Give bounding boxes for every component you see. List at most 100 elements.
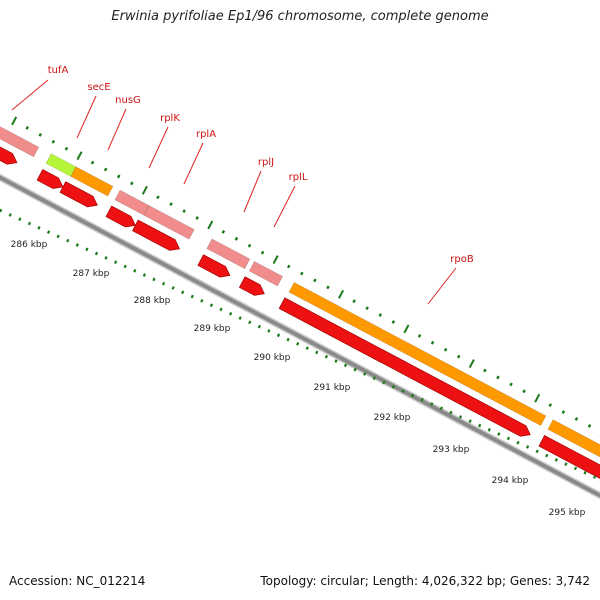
scale-tick: [439, 406, 443, 411]
scale-tick: [171, 286, 175, 290]
cds-arrow-rpoB: [278, 297, 531, 437]
leader-line-secE: [76, 95, 97, 139]
scale-tick: [458, 415, 463, 419]
scale-tick: [200, 299, 204, 303]
scale-tick: [209, 303, 214, 307]
outer-tick: [468, 359, 475, 369]
outer-tick: [430, 340, 435, 345]
gene-rpoC: [547, 419, 600, 458]
scale-label-294-kbp: 294 kbp: [492, 476, 529, 486]
scale-tick: [411, 393, 415, 398]
scale-tick: [66, 238, 70, 243]
gene-label-rplL: rplL: [289, 172, 308, 183]
cds-arrow-nusG: [59, 181, 98, 208]
outer-tick: [260, 250, 265, 255]
scale-tick: [46, 230, 51, 234]
label-layer: tufA secE nusG rplK rplA rplJ rplL rpoB: [11, 65, 474, 305]
scale-tick: [0, 208, 3, 213]
scale-tick: [391, 384, 396, 389]
outer-tick: [313, 278, 317, 283]
scale-label-293-kbp: 293 kbp: [433, 445, 470, 455]
outer-tick: [496, 375, 500, 380]
scale-tick: [334, 359, 338, 363]
outer-tick: [221, 229, 226, 234]
scale-tick: [401, 389, 405, 393]
scale-label-289-kbp: 289 kbp: [194, 324, 231, 334]
outer-tick: [403, 324, 410, 334]
scale-tick: [343, 363, 348, 368]
outer-tick: [182, 209, 186, 213]
scale-tick: [525, 445, 530, 449]
outer-tick: [522, 389, 526, 394]
outer-tick: [352, 299, 356, 304]
scale-tick: [468, 419, 472, 424]
outer-tick: [141, 185, 148, 195]
scale-tick: [353, 367, 357, 372]
outer-tick: [391, 320, 396, 324]
scale-tick: [133, 268, 137, 273]
outer-tick: [195, 216, 199, 220]
outer-tick: [456, 354, 461, 359]
scale-tick: [545, 453, 549, 458]
leader-line-tufA: [11, 79, 49, 111]
scale-label-288-kbp: 288 kbp: [134, 296, 171, 306]
outer-tick: [116, 174, 121, 179]
outer-tick: [326, 285, 330, 290]
scale-tick: [506, 436, 511, 441]
map-title: Erwinia pyrifoliae Ep1/96 chromosome, co…: [111, 9, 489, 24]
cds-arrow-rpoC: [538, 435, 600, 479]
scale-tick: [573, 466, 578, 471]
outer-tick: [51, 139, 56, 144]
outer-tick: [207, 220, 214, 230]
scale-tick: [85, 247, 89, 252]
scale-tick: [56, 234, 60, 239]
gene-secE: [45, 153, 77, 177]
outer-tick: [443, 347, 448, 352]
scale-tick: [8, 213, 12, 217]
gene-label-rplA: rplA: [196, 129, 216, 140]
scale-tick: [487, 427, 491, 432]
gene-label-rpoB: rpoB: [450, 254, 474, 265]
scale-tick: [114, 260, 118, 265]
gene-rplL: [248, 260, 284, 287]
scale-label-295-kbp: 295 kbp: [549, 508, 586, 518]
backbone-line: [0, 175, 600, 498]
outer-tick: [300, 271, 304, 276]
gene-label-rplJ: rplJ: [258, 157, 274, 168]
feature-layer: [0, 116, 600, 500]
scale-tick: [276, 333, 281, 338]
scale-tick: [296, 342, 300, 346]
leader-line-rplA: [183, 142, 204, 185]
cds-arrow-rplK: [105, 205, 136, 228]
scale-tick: [430, 402, 434, 406]
gene-rplA: [143, 205, 195, 240]
scale-layer: 286 kbp 287 kbp 288 kbp 289 kbp 290 kbp 291 k…: [0, 208, 597, 518]
scale-tick: [104, 256, 108, 260]
scale-tick: [420, 397, 424, 402]
outer-tick: [548, 403, 553, 408]
leader-line-rplL: [273, 185, 296, 228]
gene-label-secE: secE: [87, 82, 110, 93]
cds-arrow-tufA: [0, 146, 18, 165]
scale-label-287-kbp: 287 kbp: [73, 269, 110, 279]
scale-tick: [152, 277, 156, 282]
scale-tick: [238, 316, 242, 320]
scale-tick: [286, 337, 290, 342]
outer-tick: [534, 393, 541, 403]
scale-tick: [181, 290, 185, 295]
scale-tick: [372, 376, 376, 381]
outer-tick: [38, 132, 43, 137]
scale-tick: [363, 372, 367, 376]
gene-label-rplK: rplK: [160, 113, 180, 124]
cds-arrow-rplL: [238, 276, 265, 296]
scale-tick: [27, 221, 32, 226]
scale-tick: [497, 432, 501, 436]
scale-label-291-kbp: 291 kbp: [314, 383, 351, 393]
scale-tick: [267, 329, 271, 333]
scale-tick: [305, 346, 309, 350]
outer-tick: [25, 126, 29, 130]
outer-tick: [103, 167, 108, 172]
outer-tick: [561, 410, 566, 414]
scale-tick: [161, 281, 166, 286]
outer-tick: [234, 236, 239, 241]
